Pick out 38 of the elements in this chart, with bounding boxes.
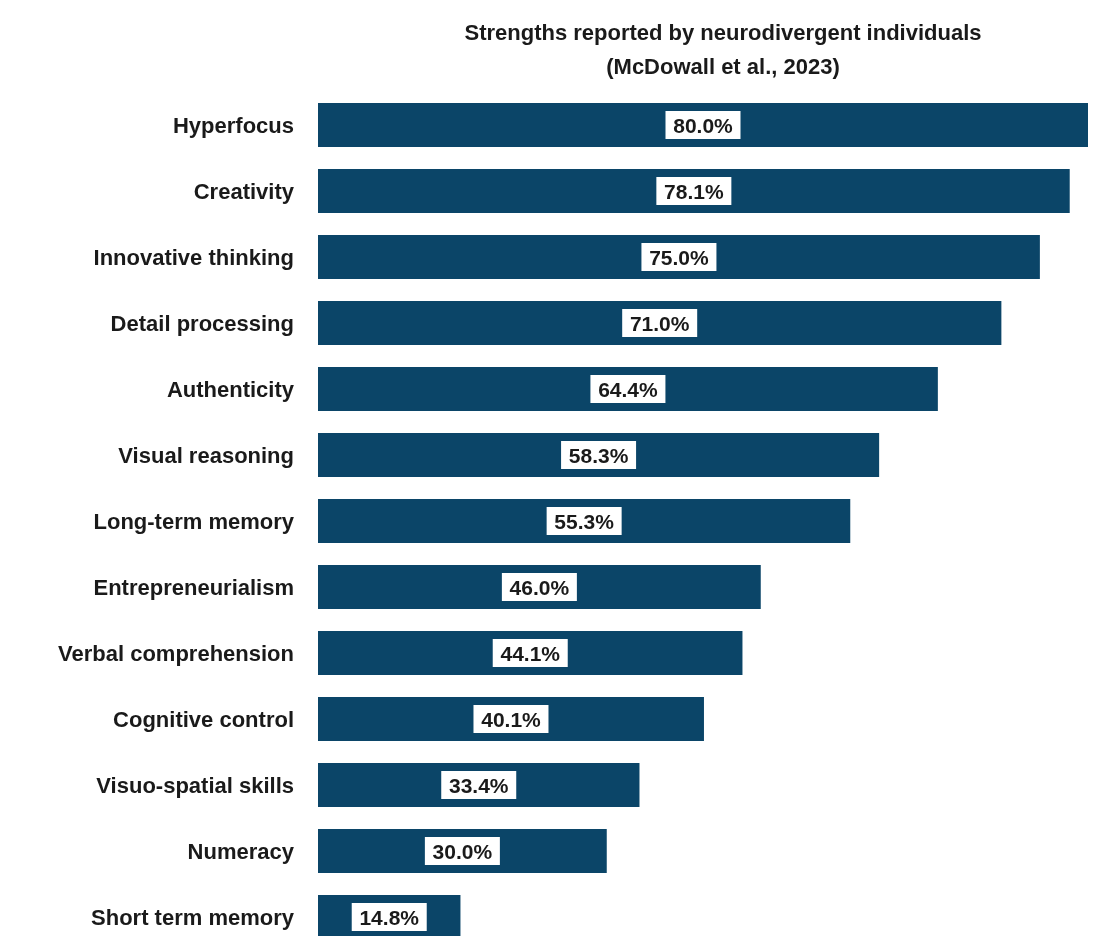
y-tick-label: Innovative thinking bbox=[93, 244, 294, 270]
y-tick-label: Long-term memory bbox=[93, 508, 295, 534]
data-label: 14.8% bbox=[359, 905, 420, 929]
bar bbox=[318, 235, 1040, 279]
y-tick-label: Verbal comprehension bbox=[58, 640, 294, 666]
data-label: 58.3% bbox=[568, 443, 629, 467]
y-tick-label: Short term memory bbox=[91, 904, 295, 930]
y-tick-label: Visuo-spatial skills bbox=[96, 772, 294, 798]
data-label: 30.0% bbox=[432, 839, 493, 863]
bar bbox=[318, 631, 743, 675]
data-label: 75.0% bbox=[649, 245, 710, 269]
data-label: 78.1% bbox=[664, 179, 724, 203]
y-tick-label: Creativity bbox=[193, 178, 295, 204]
bar bbox=[318, 499, 851, 543]
y-tick-label: Authenticity bbox=[166, 376, 295, 402]
bar bbox=[318, 169, 1070, 213]
bar bbox=[318, 697, 704, 741]
chart-subtitle: (McDowall et al., 2023) bbox=[606, 54, 840, 79]
bar bbox=[318, 565, 761, 609]
chart-title: Strengths reported by neurodivergent individuals bbox=[464, 20, 982, 45]
y-tick-label: Numeracy bbox=[187, 838, 295, 864]
data-label: 46.0% bbox=[509, 575, 570, 599]
data-label: 64.4% bbox=[598, 377, 659, 401]
data-label: 71.0% bbox=[629, 311, 690, 335]
y-tick-label: Detail processing bbox=[110, 310, 294, 336]
bar bbox=[318, 367, 938, 411]
y-tick-label: Cognitive control bbox=[113, 706, 294, 732]
data-label: 44.1% bbox=[500, 641, 561, 665]
data-label: 55.3% bbox=[554, 509, 615, 533]
data-label: 80.0% bbox=[673, 113, 734, 137]
bar bbox=[318, 433, 880, 477]
bar bbox=[318, 301, 1002, 345]
data-label: 33.4% bbox=[448, 773, 509, 797]
y-tick-label: Visual reasoning bbox=[118, 442, 294, 468]
y-tick-label: Hyperfocus bbox=[172, 112, 294, 138]
y-tick-label: Entrepreneurialism bbox=[93, 574, 294, 600]
bar bbox=[318, 103, 1088, 147]
data-label: 40.1% bbox=[481, 707, 542, 731]
